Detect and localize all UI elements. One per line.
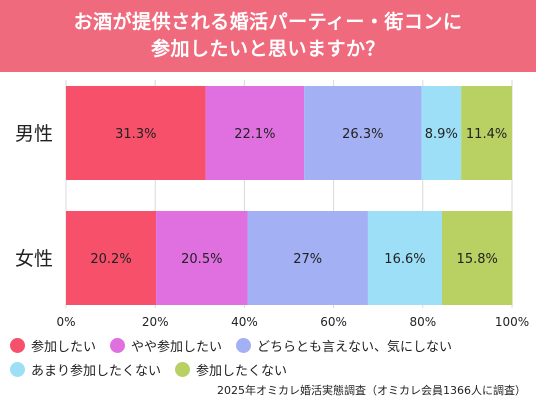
- x-tick-label: 40%: [231, 315, 258, 329]
- bar-segment: [441, 211, 513, 305]
- data-label: 15.8%: [457, 252, 498, 267]
- legend-item-neutral: どちらとも言えない、気にしない: [236, 336, 452, 355]
- category-label: 女性: [15, 248, 53, 270]
- legend-label-rather-not: あまり参加したくない: [31, 363, 162, 379]
- chart-title-line-1: お酒が提供される婚活パーティー・街コンに: [73, 11, 463, 33]
- legend-item-not-want: 参加したくない: [175, 360, 287, 379]
- x-tick-label: 60%: [320, 315, 347, 329]
- bar-segment: [66, 86, 206, 180]
- data-label: 27%: [293, 252, 322, 267]
- bar-segment: [421, 86, 462, 180]
- legend-row-1: 参加したい やや参加したい どちらとも言えない、気にしない: [10, 335, 530, 355]
- chart-title-line-2: 参加したいと思いますか？: [150, 38, 385, 60]
- x-tick-label: 20%: [142, 315, 169, 329]
- data-label: 16.6%: [384, 252, 425, 267]
- data-label: 20.5%: [181, 252, 222, 267]
- bar-segment: [66, 211, 157, 305]
- legend: 参加したい やや参加したい どちらとも言えない、気にしない あまり参加したくない…: [10, 335, 530, 383]
- bar-segment: [205, 86, 305, 180]
- legend-dot-not-want: [175, 361, 191, 377]
- data-label: 11.4%: [466, 127, 507, 142]
- legend-dot-somewhat-want: [110, 337, 126, 353]
- legend-dot-neutral: [236, 337, 252, 353]
- legend-item-rather-not: あまり参加したくない: [10, 360, 161, 379]
- legend-label-not-want: 参加したくない: [196, 363, 288, 379]
- data-label: 20.2%: [90, 252, 131, 267]
- legend-dot-rather-not: [10, 361, 25, 377]
- legend-item-want: 参加したい: [10, 336, 96, 355]
- x-tick-label: 100%: [495, 315, 529, 329]
- data-label: 26.3%: [342, 127, 383, 142]
- x-tick-label: 0%: [56, 315, 75, 329]
- footnote: 2025年オミカレ婚活実態調査（オミカレ会員1366人に調査）: [217, 384, 526, 397]
- category-label: 男性: [15, 123, 53, 145]
- x-tick-label: 80%: [409, 315, 436, 329]
- bar-segment: [461, 86, 512, 180]
- stacked-bar-chart: 31.3% 22.1% 26.3% 8.9% 11.4% 男性 20.2% 20.5% 27% 1…: [15, 80, 529, 329]
- legend-label-neutral: どちらとも言えない、気にしない: [257, 339, 453, 355]
- data-label: 22.1%: [234, 127, 275, 142]
- bar-segment: [247, 211, 368, 305]
- bar-segment: [367, 211, 442, 305]
- data-label: 31.3%: [115, 127, 156, 142]
- legend-label-somewhat-want: やや参加したい: [131, 339, 223, 355]
- bar-segment: [304, 86, 422, 180]
- bar-segment: [156, 211, 248, 305]
- title-banner: お酒が提供される婚活パーティー・街コンに 参加したいと思いますか？: [0, 0, 536, 72]
- legend-row-2: あまり参加したくない 参加したくない: [10, 359, 530, 379]
- legend-label-want: 参加したい: [31, 339, 97, 355]
- legend-dot-want: [10, 337, 25, 353]
- data-label: 8.9%: [425, 127, 458, 142]
- legend-item-somewhat-want: やや参加したい: [110, 336, 222, 355]
